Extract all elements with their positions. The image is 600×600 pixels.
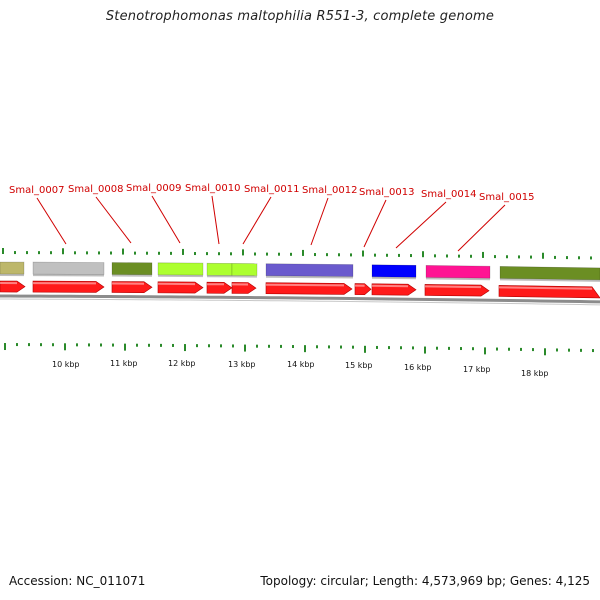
cds-arrow (354, 283, 372, 296)
feature-block-shadow (426, 277, 490, 281)
feature-block (425, 265, 491, 279)
feature-block (265, 263, 354, 277)
genome-summary-text: Topology: circular; Length: 4,573,969 bp… (260, 574, 590, 588)
feature-block (499, 266, 600, 281)
feature-block (0, 261, 25, 275)
feature-block (371, 264, 417, 278)
scale-label: 16 kbp (404, 363, 432, 372)
feature-block-shadow (112, 274, 152, 277)
scale-label: 14 kbp (287, 360, 315, 369)
cds-arrow (265, 282, 353, 295)
gene-label-leader (151, 195, 181, 244)
gene-label: Smal_0007 (9, 185, 64, 196)
gene-label-leader (242, 196, 272, 245)
scale-label: 10 kbp (52, 360, 80, 369)
cds-arrow (231, 282, 257, 294)
feature-block-shadow (0, 274, 24, 277)
cds-arrow (206, 281, 233, 294)
feature-block (111, 262, 153, 276)
feature-block-shadow (372, 276, 416, 280)
scale-label: 18 kbp (521, 369, 549, 378)
scale-label: 17 kbp (463, 365, 491, 374)
genome-backbone (0, 294, 600, 304)
gene-label: Smal_0014 (421, 189, 476, 200)
scale-label: 12 kbp (168, 359, 196, 368)
cds-arrow (32, 280, 105, 293)
genome-backbone-shadow (0, 298, 600, 306)
gene-label-leader (95, 196, 132, 244)
cds-arrow (157, 281, 204, 294)
gene-label-leader (395, 201, 447, 249)
cds-arrow-highlight (265, 283, 345, 287)
scale-label: 15 kbp (345, 361, 373, 370)
gene-label: Smal_0010 (185, 183, 240, 194)
gene-label-leader (36, 197, 67, 245)
feature-block-shadow (207, 275, 232, 278)
scale-label: 13 kbp (228, 360, 256, 369)
map-title: Stenotrophomonas maltophilia R551-3, com… (105, 9, 495, 24)
feature-block (32, 261, 105, 275)
gene-label: Smal_0011 (244, 184, 299, 195)
accession-text: Accession: NC_011071 (9, 574, 146, 588)
gene-label-leader (363, 199, 387, 248)
cds-arrow (0, 280, 26, 293)
feature-block-shadow (266, 275, 353, 279)
cds-arrow (498, 285, 600, 299)
feature-block-shadow (500, 278, 600, 282)
scale-label: 11 kbp (110, 359, 138, 368)
cds-arrow (371, 283, 417, 296)
feature-block (231, 263, 258, 276)
gene-label: Smal_0008 (68, 184, 123, 195)
gene-label: Smal_0015 (479, 192, 534, 203)
feature-block (157, 262, 204, 276)
gene-label: Smal_0009 (126, 183, 181, 194)
gene-label: Smal_0012 (302, 185, 357, 196)
gene-label-leader (310, 197, 329, 246)
feature-block-shadow (158, 274, 203, 278)
cds-arrow (424, 284, 490, 297)
cds-arrow-highlight (424, 285, 482, 289)
cds-arrow-highlight (498, 286, 593, 290)
gene-label-leader (211, 195, 220, 245)
feature-block-shadow (232, 275, 257, 278)
feature-block-shadow (33, 274, 104, 277)
cds-arrow (111, 281, 153, 294)
gene-label-leader (457, 204, 506, 252)
feature-block (206, 262, 233, 276)
gene-label: Smal_0013 (359, 187, 414, 198)
